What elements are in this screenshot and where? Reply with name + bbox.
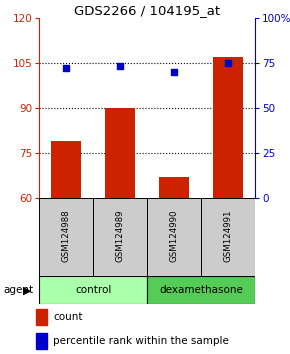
Bar [39,198,93,276]
Bar [201,198,255,276]
Text: count: count [53,312,83,322]
Bar [51,141,81,198]
Point [64,65,68,71]
Text: GSM124991: GSM124991 [224,209,233,262]
Text: control: control [75,285,111,295]
Text: ▶: ▶ [23,285,32,295]
Bar [159,177,189,198]
Text: GSM124990: GSM124990 [170,209,179,262]
Text: GSM124988: GSM124988 [62,209,71,262]
Text: dexamethasone: dexamethasone [159,285,243,295]
Bar [147,276,255,304]
Bar [105,108,135,198]
Bar [93,198,147,276]
Bar [147,198,201,276]
Point [172,69,177,75]
Bar [36,309,47,325]
Bar [39,276,147,304]
Point [226,60,231,66]
Title: GDS2266 / 104195_at: GDS2266 / 104195_at [74,4,220,17]
Text: agent: agent [3,285,33,295]
Point [118,64,122,69]
Bar [36,333,47,349]
Bar [213,57,243,198]
Text: percentile rank within the sample: percentile rank within the sample [53,336,229,346]
Text: GSM124989: GSM124989 [116,209,125,262]
